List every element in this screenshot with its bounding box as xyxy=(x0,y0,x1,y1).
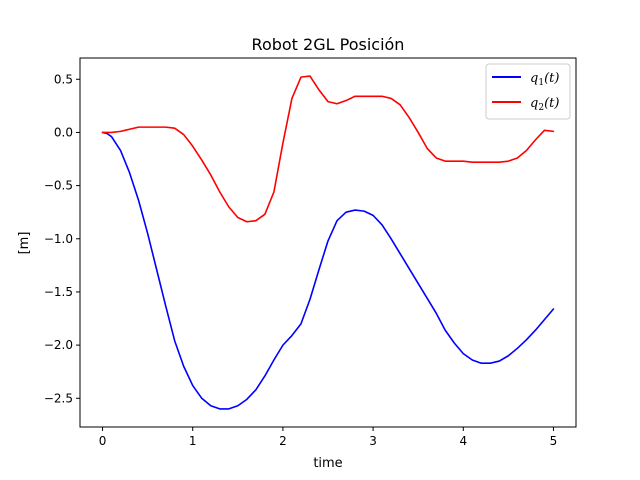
x-tick-label: 1 xyxy=(189,434,197,448)
x-axis-label: time xyxy=(313,456,342,471)
y-tick-label: 0.5 xyxy=(54,72,73,86)
series-layer xyxy=(101,75,555,410)
plot-frame xyxy=(79,57,577,428)
chart-title: Robot 2GL Posición xyxy=(252,35,405,54)
series-line-2 xyxy=(101,75,555,223)
x-tick-label: 2 xyxy=(279,434,287,448)
y-tick-label: −2.0 xyxy=(44,338,73,352)
legend-label-q1: q1(t) xyxy=(530,71,559,88)
y-tick-label: −1.0 xyxy=(44,232,73,246)
x-tick-label: 3 xyxy=(369,434,377,448)
y-tick-label: −1.5 xyxy=(44,285,73,299)
y-tick-label: −2.5 xyxy=(44,391,73,405)
series-line-1 xyxy=(101,131,555,410)
y-tick-label: −0.5 xyxy=(44,179,73,193)
legend-label-q2: q2(t) xyxy=(530,96,559,113)
x-axis: 0 1 2 3 4 5 xyxy=(99,427,558,448)
y-axis: 0.5 0.0 −0.5 −1.0 −1.5 −2.0 −2.5 xyxy=(44,72,80,405)
x-tick-label: 0 xyxy=(99,434,107,448)
y-tick-label: 0.0 xyxy=(54,125,73,139)
y-axis-label: [m] xyxy=(17,232,32,255)
x-tick-label: 5 xyxy=(550,434,558,448)
legend: q1(t) q2(t) xyxy=(485,63,571,120)
x-tick-label: 4 xyxy=(459,434,467,448)
